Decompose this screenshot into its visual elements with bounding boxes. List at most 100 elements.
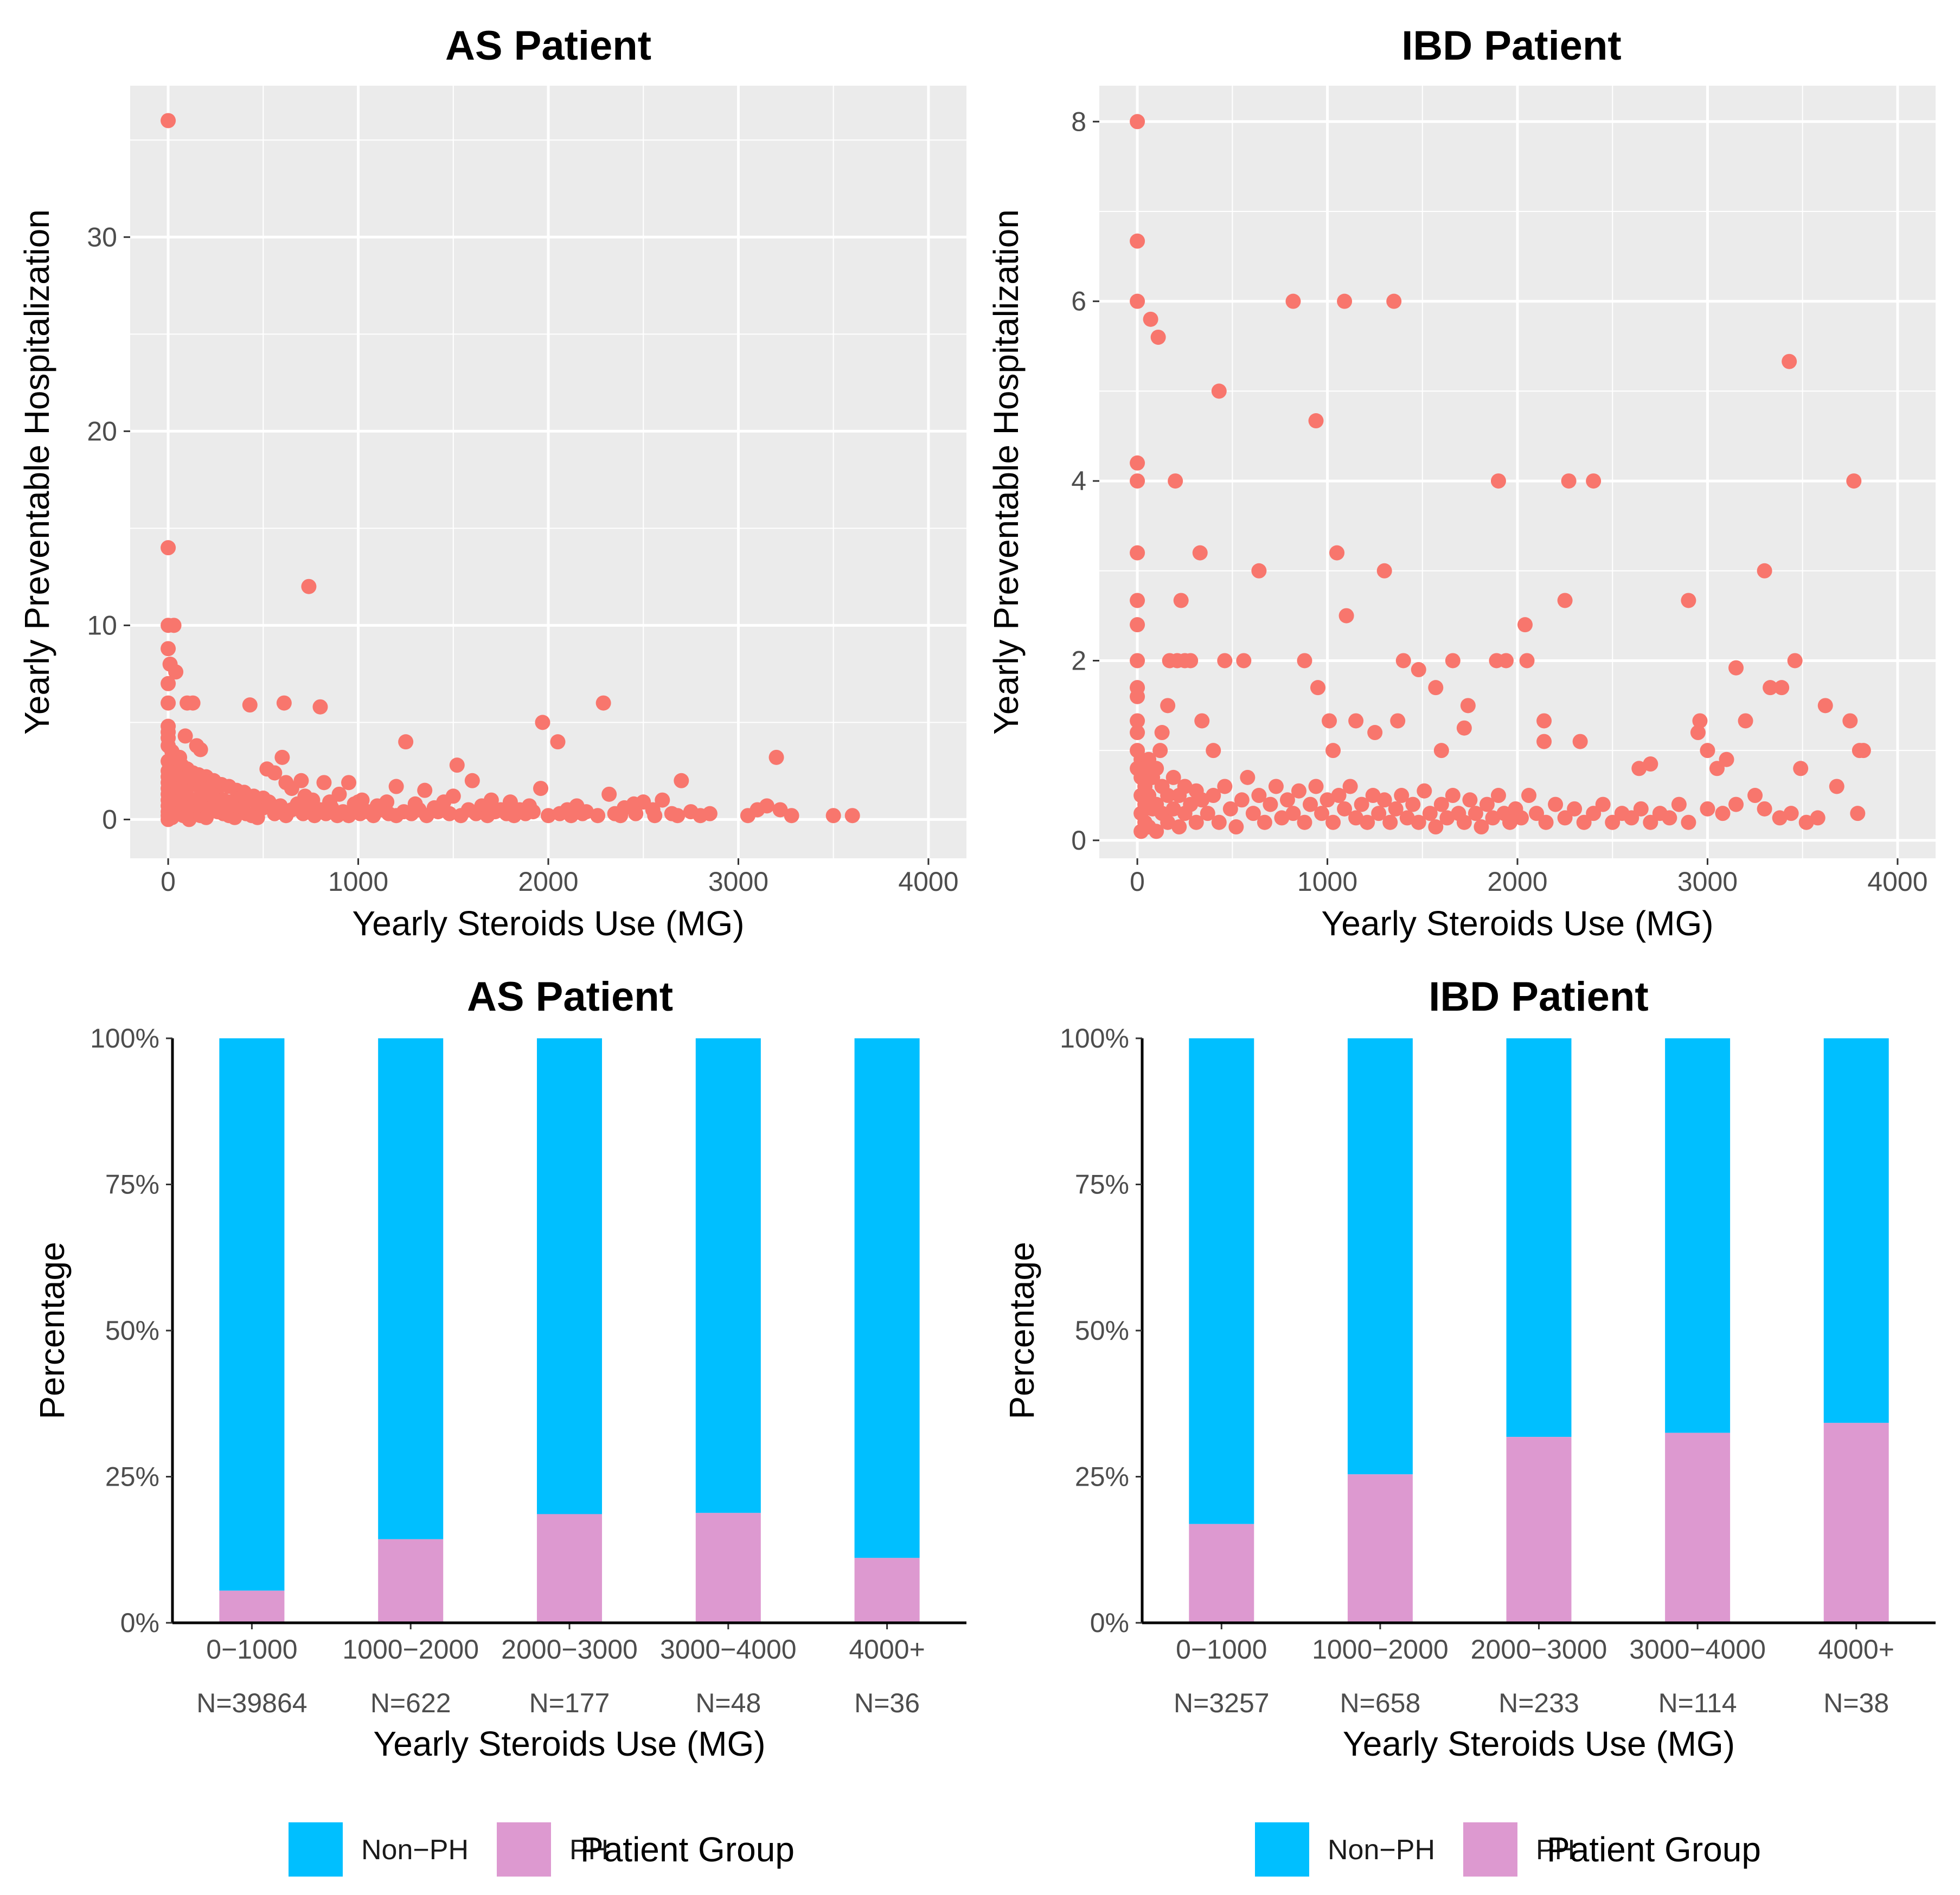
data-point — [1297, 814, 1312, 830]
data-point — [1268, 779, 1284, 794]
category-label: 3000−4000 — [660, 1634, 797, 1665]
data-point — [613, 808, 629, 824]
data-point — [1411, 662, 1426, 678]
data-point — [1171, 819, 1187, 835]
bar-non-ph — [1665, 1038, 1731, 1433]
data-point — [1211, 814, 1227, 830]
data-point — [1719, 751, 1734, 767]
data-point — [483, 792, 499, 808]
y-tick-label: 20 — [87, 416, 117, 446]
bar-non-ph — [378, 1038, 444, 1539]
data-point — [1194, 792, 1210, 808]
x-tick-label: 0 — [161, 866, 176, 897]
data-point — [293, 773, 309, 788]
data-point — [388, 779, 404, 794]
data-point — [1130, 689, 1145, 704]
y-tick-label: 0% — [1090, 1608, 1129, 1638]
data-point — [1285, 293, 1301, 309]
bar-ph — [219, 1590, 285, 1623]
data-point — [1485, 810, 1501, 826]
data-point — [1728, 796, 1744, 812]
data-point — [1236, 653, 1252, 669]
data-point — [1536, 734, 1552, 749]
legend-key-non-ph — [1255, 1822, 1309, 1877]
data-point — [702, 806, 718, 821]
data-point — [550, 734, 566, 750]
legend-item-label: PH — [1536, 1834, 1575, 1866]
count-label: N=177 — [529, 1688, 610, 1718]
data-point — [193, 742, 208, 757]
data-point — [1192, 545, 1208, 561]
data-point — [1173, 593, 1189, 608]
count-label: N=39864 — [196, 1688, 307, 1718]
data-point — [1337, 801, 1353, 817]
category-label: 0−1000 — [1176, 1634, 1267, 1665]
x-tick-label: 4000 — [898, 866, 958, 897]
data-point — [1143, 311, 1158, 327]
count-label: N=38 — [1823, 1688, 1889, 1718]
data-point — [1643, 756, 1658, 772]
data-point — [1399, 810, 1415, 826]
data-point — [533, 781, 548, 796]
data-point — [1354, 796, 1369, 812]
data-point — [1763, 680, 1778, 696]
data-point — [1337, 293, 1353, 309]
data-point — [1322, 713, 1337, 729]
data-point — [419, 808, 434, 824]
data-point — [1517, 617, 1533, 633]
data-point — [1700, 801, 1715, 817]
data-point — [449, 757, 465, 773]
data-point — [1165, 801, 1181, 817]
data-point — [1130, 593, 1145, 608]
bar-ph — [1347, 1474, 1413, 1623]
chart-title: AS Patient — [467, 974, 673, 1020]
data-point — [1774, 680, 1790, 696]
data-point — [670, 808, 686, 824]
data-point — [464, 773, 480, 788]
category-label: 4000+ — [849, 1634, 925, 1665]
data-point — [1502, 814, 1517, 830]
data-point — [1433, 743, 1449, 759]
data-point — [1411, 814, 1426, 830]
data-point — [844, 808, 860, 824]
count-label: N=114 — [1658, 1688, 1737, 1718]
category-label: 2000−3000 — [501, 1634, 638, 1665]
data-point — [1490, 788, 1506, 804]
data-point — [1325, 743, 1341, 759]
data-point — [261, 794, 277, 810]
data-point — [1308, 413, 1324, 429]
data-point — [1206, 788, 1221, 804]
data-point — [1586, 473, 1602, 489]
data-point — [1772, 810, 1788, 826]
y-tick-label: 50% — [105, 1315, 159, 1346]
data-point — [1331, 788, 1347, 804]
bar-non-ph — [1189, 1038, 1254, 1524]
chart-as-bar: 0−1000 N=39864 1000−2000 N=622 2000−3000 N=17… — [33, 974, 966, 1763]
data-point — [1747, 788, 1763, 804]
data-point — [1348, 713, 1364, 729]
data-point — [468, 806, 484, 821]
data-point — [1183, 796, 1199, 812]
data-point — [1681, 593, 1696, 608]
data-point — [595, 695, 611, 711]
data-point — [1395, 653, 1411, 669]
data-point — [1310, 680, 1326, 696]
data-point — [1793, 761, 1809, 776]
data-point — [1342, 779, 1358, 794]
data-point — [1605, 814, 1620, 830]
y-tick-label: 8 — [1071, 106, 1086, 137]
data-point — [1405, 796, 1421, 812]
data-point — [1279, 792, 1295, 808]
data-point — [1240, 769, 1256, 785]
data-point — [1329, 545, 1345, 561]
data-point — [316, 775, 332, 791]
data-point — [1817, 698, 1833, 714]
count-label: N=658 — [1340, 1688, 1421, 1718]
y-tick-label: 100% — [90, 1023, 159, 1054]
data-point — [1521, 788, 1537, 804]
data-point — [1557, 593, 1573, 608]
data-point — [1519, 653, 1535, 669]
y-tick-label: 6 — [1071, 286, 1086, 317]
data-point — [1479, 796, 1495, 812]
